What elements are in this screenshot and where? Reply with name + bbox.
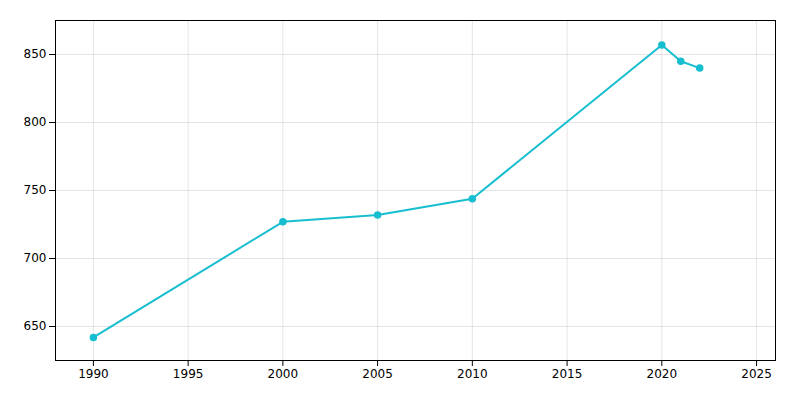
svg-text:2015: 2015 xyxy=(552,367,583,381)
svg-text:750: 750 xyxy=(24,183,47,197)
svg-text:2010: 2010 xyxy=(457,367,488,381)
svg-text:850: 850 xyxy=(24,47,47,61)
svg-text:800: 800 xyxy=(24,115,47,129)
svg-text:650: 650 xyxy=(24,319,47,333)
svg-text:2000: 2000 xyxy=(268,367,299,381)
svg-text:2020: 2020 xyxy=(647,367,678,381)
svg-text:700: 700 xyxy=(24,251,47,265)
svg-text:1995: 1995 xyxy=(173,367,204,381)
svg-text:2005: 2005 xyxy=(362,367,393,381)
svg-text:2025: 2025 xyxy=(741,367,772,381)
svg-text:1990: 1990 xyxy=(78,367,109,381)
